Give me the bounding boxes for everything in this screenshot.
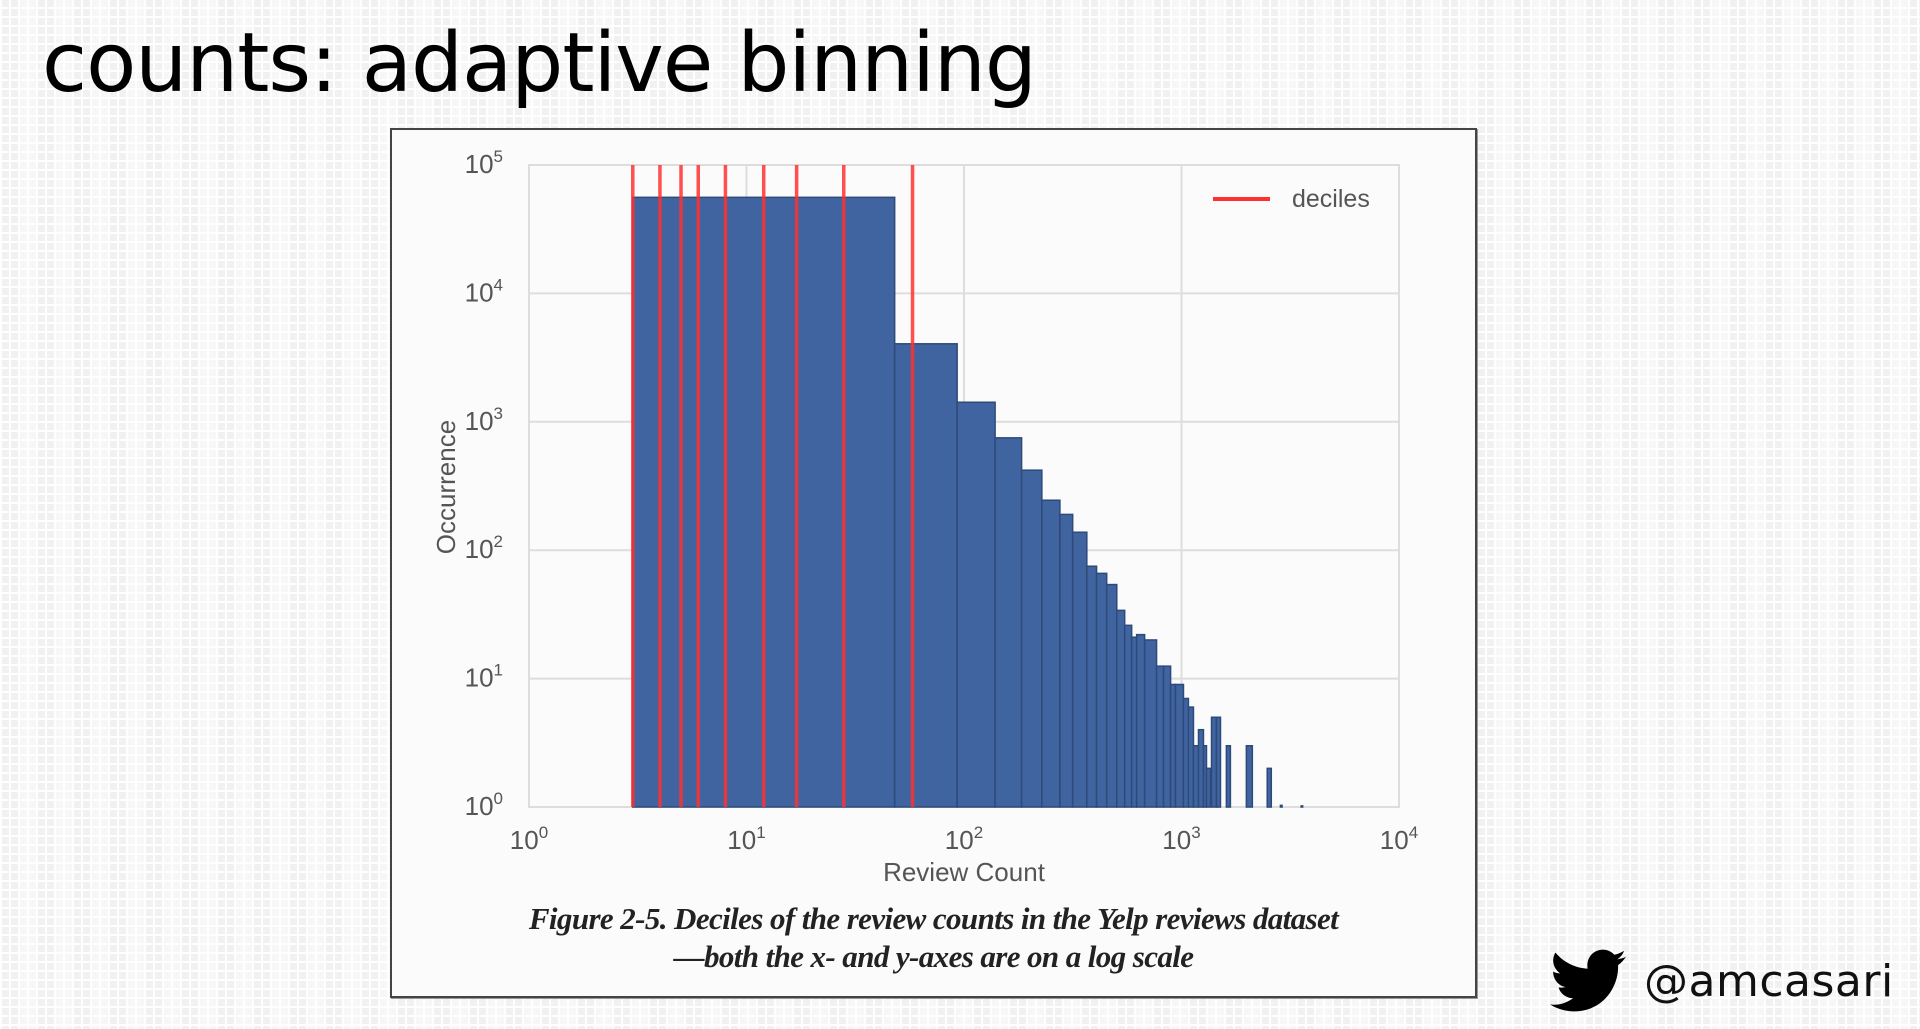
twitter-handle: @amcasari (1644, 955, 1894, 1007)
y-tick-label: 102 (465, 532, 503, 564)
histogram-bar (1020, 469, 1043, 808)
twitter-credit: @amcasari (1550, 946, 1894, 1016)
histogram-bar (1135, 633, 1146, 808)
histogram-bar (1059, 513, 1074, 808)
y-tick-label: 101 (465, 661, 503, 693)
histogram-bar (1266, 767, 1273, 808)
legend-label: deciles (1292, 185, 1370, 213)
histogram-bar (1155, 665, 1165, 808)
histogram-bar (1041, 499, 1061, 808)
y-tick-label: 105 (465, 147, 503, 179)
caption-line-2: —both the x- and y-axes are on a log sca… (673, 939, 1194, 974)
y-tick-label: 100 (465, 789, 503, 821)
histogram-bar (956, 401, 996, 808)
histogram-bar (1245, 744, 1254, 808)
histogram-bar (1143, 639, 1158, 808)
histogram-bar (1205, 767, 1212, 808)
histogram-bar (994, 437, 1023, 808)
histogram-bar (893, 343, 958, 808)
axis-labels: 100 101 102 103 104 100 101 102 103 104 105 Review … (431, 147, 1418, 887)
x-tick-label: 100 (510, 823, 548, 855)
histogram-bar (1215, 716, 1222, 808)
histogram-bar (1300, 805, 1304, 808)
x-tick-label: 103 (1162, 823, 1200, 855)
histogram-bar (1174, 683, 1185, 808)
slide-title: counts: adaptive binning (42, 16, 1037, 111)
decile-lines (631, 165, 915, 807)
histogram-bar (1192, 744, 1200, 808)
histogram-bar (1116, 609, 1126, 808)
histogram-bar (1095, 572, 1108, 808)
caption-line-1: Figure 2-5. Deciles of the review counts… (528, 901, 1339, 936)
y-axis-label: Occurrence (431, 420, 461, 554)
histogram-bar (1105, 583, 1118, 808)
x-axis-label: Review Count (883, 857, 1046, 887)
histogram-bar (1086, 565, 1098, 808)
histogram-bar (1071, 531, 1088, 808)
chart-legend: deciles (1213, 185, 1370, 213)
x-tick-label: 101 (727, 823, 765, 855)
x-tick-label: 102 (945, 823, 983, 855)
histogram-bar (1123, 624, 1133, 808)
x-tick-label: 104 (1380, 823, 1418, 855)
histogram-bar (1225, 744, 1232, 808)
y-tick-label: 103 (465, 404, 503, 436)
histogram-bar (1162, 665, 1172, 808)
histogram-bar (1279, 804, 1283, 808)
y-tick-label: 104 (465, 275, 503, 307)
twitter-bird-icon (1550, 949, 1626, 1012)
histogram-bar (1187, 706, 1195, 808)
figure-caption: Figure 2-5. Deciles of the review counts… (390, 900, 1477, 976)
